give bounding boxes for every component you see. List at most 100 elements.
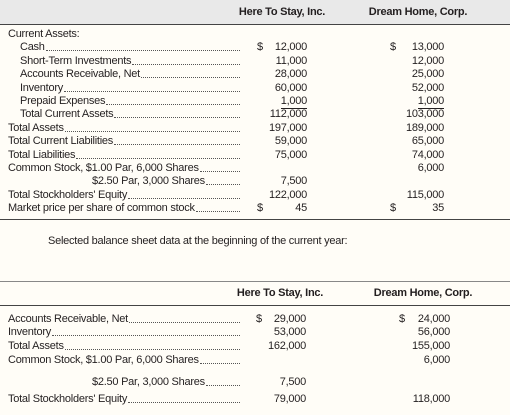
dot-leader xyxy=(205,384,240,386)
dot-leader xyxy=(195,210,240,213)
dot-leader xyxy=(132,63,240,65)
row-label-wrap: Market price per share of common stock xyxy=(8,202,240,215)
amount: 74,000 xyxy=(411,148,444,161)
row-label: Total Assets xyxy=(8,340,64,352)
row-label-wrap: Total Liabilities xyxy=(8,149,240,162)
amount: 6,000 xyxy=(417,162,445,174)
currency-symbol: $ xyxy=(390,202,396,215)
column-header: Here To Stay, Inc. xyxy=(238,6,326,18)
row-label: Total Stockholders' Equity xyxy=(8,188,128,201)
rule xyxy=(0,219,510,220)
amount: 45 xyxy=(295,202,307,215)
currency-symbol: $ xyxy=(257,202,263,215)
dot-leader xyxy=(64,130,240,132)
row-label: Current Assets: xyxy=(8,28,80,40)
row-label-wrap: Current Assets: xyxy=(8,28,240,41)
amount: 155,000 xyxy=(411,340,450,352)
dot-leader xyxy=(45,49,240,52)
amount: 12,000 xyxy=(411,54,444,67)
row-label: Inventory xyxy=(8,326,51,338)
row-label-wrap: Inventory xyxy=(20,82,240,95)
amount: 25,000 xyxy=(411,68,444,81)
amount: 13,000 xyxy=(411,41,444,54)
amount: 115,000 xyxy=(406,188,444,201)
rule xyxy=(0,305,510,306)
row-label-wrap: Total Current Liabilities xyxy=(8,135,240,148)
currency-symbol: $ xyxy=(399,313,405,325)
row-label-wrap: Short-Term Investments xyxy=(20,55,240,68)
row-label-wrap: Accounts Receivable, Net xyxy=(8,313,240,326)
row-label: Inventory xyxy=(20,81,63,94)
dot-leader xyxy=(106,103,240,105)
row-label: Total Current Assets xyxy=(20,108,114,121)
dot-leader xyxy=(52,334,240,336)
row-label-wrap: $2.50 Par, 3,000 Shares xyxy=(92,175,240,188)
amount: 28,000 xyxy=(274,68,307,81)
row-label-wrap: Common Stock, $1.00 Par, 6,000 Shares xyxy=(8,354,240,367)
row-label: Accounts Receivable, Net xyxy=(8,313,128,325)
amount: 162,000 xyxy=(267,340,306,352)
row-label-wrap: $2.50 Par, 3,000 Shares xyxy=(92,376,240,389)
dot-leader xyxy=(199,362,240,364)
amount: 12,000 xyxy=(274,41,307,54)
amount: 60,000 xyxy=(274,81,307,94)
amount: 1,000 xyxy=(280,95,307,109)
amount: 112,000 xyxy=(269,108,307,121)
currency-symbol: $ xyxy=(257,41,263,54)
amount: 24,000 xyxy=(417,313,450,325)
dot-leader xyxy=(205,183,240,186)
row-label: Total Liabilities xyxy=(8,148,76,161)
row-label: Accounts Receivable, Net xyxy=(20,68,140,81)
row-label: Cash xyxy=(20,41,45,54)
dot-leader xyxy=(128,321,240,323)
amount: 35 xyxy=(432,202,444,215)
dot-leader xyxy=(199,170,240,172)
column-header: Here To Stay, Inc. xyxy=(236,287,324,299)
row-label-wrap: Accounts Receivable, Net xyxy=(20,68,240,81)
amount: 6,000 xyxy=(423,354,451,366)
amount: 1,000 xyxy=(417,95,444,109)
amount: 118,000 xyxy=(412,393,450,405)
row-label-wrap: Total Stockholders' Equity xyxy=(8,189,240,202)
row-label: Total Stockholders' Equity xyxy=(8,393,128,405)
column-header: Dream Home, Corp. xyxy=(373,287,473,299)
amount: 53,000 xyxy=(273,326,306,338)
amount: 189,000 xyxy=(405,121,444,134)
currency-symbol: $ xyxy=(256,313,262,325)
row-label: $2.50 Par, 3,000 Shares xyxy=(92,376,205,388)
row-label-wrap: Total Assets xyxy=(8,122,240,135)
amount: 122,000 xyxy=(268,188,307,201)
row-label-wrap: Total Stockholders' Equity xyxy=(8,393,240,406)
row-label-wrap: Total Current Assets xyxy=(20,108,240,121)
amount: 59,000 xyxy=(274,135,307,148)
amount: 7,500 xyxy=(280,175,308,188)
row-label: Total Current Liabilities xyxy=(8,135,114,148)
row-label: Prepaid Expenses xyxy=(20,95,106,107)
dot-leader xyxy=(114,116,240,119)
row-label: $2.50 Par, 3,000 Shares xyxy=(92,175,205,188)
row-label: Common Stock, $1.00 Par, 6,000 Shares xyxy=(8,354,199,366)
amount: 7,500 xyxy=(279,376,307,388)
row-label: Common Stock, $1.00 Par, 6,000 Shares xyxy=(8,162,199,174)
amount: 75,000 xyxy=(274,148,307,161)
row-label-wrap: Prepaid Expenses xyxy=(20,95,240,108)
amount: 197,000 xyxy=(268,121,307,134)
row-label-wrap: Total Assets xyxy=(8,340,240,353)
rule xyxy=(0,24,510,25)
column-header: Dream Home, Corp. xyxy=(368,6,468,18)
row-label-wrap: Common Stock, $1.00 Par, 6,000 Shares xyxy=(8,162,240,175)
header-band xyxy=(0,0,510,24)
dot-leader xyxy=(140,76,240,79)
amount: 79,000 xyxy=(273,393,306,405)
amount: 52,000 xyxy=(411,81,444,94)
row-label: Short-Term Investments xyxy=(20,54,132,67)
amount: 56,000 xyxy=(417,326,450,338)
row-label: Total Assets xyxy=(8,121,64,134)
amount: 65,000 xyxy=(411,135,444,148)
note: Selected balance sheet data at the begin… xyxy=(48,235,348,247)
dot-leader xyxy=(114,143,240,146)
dot-leader xyxy=(128,197,240,199)
currency-symbol: $ xyxy=(390,41,396,54)
dot-leader xyxy=(128,401,240,403)
